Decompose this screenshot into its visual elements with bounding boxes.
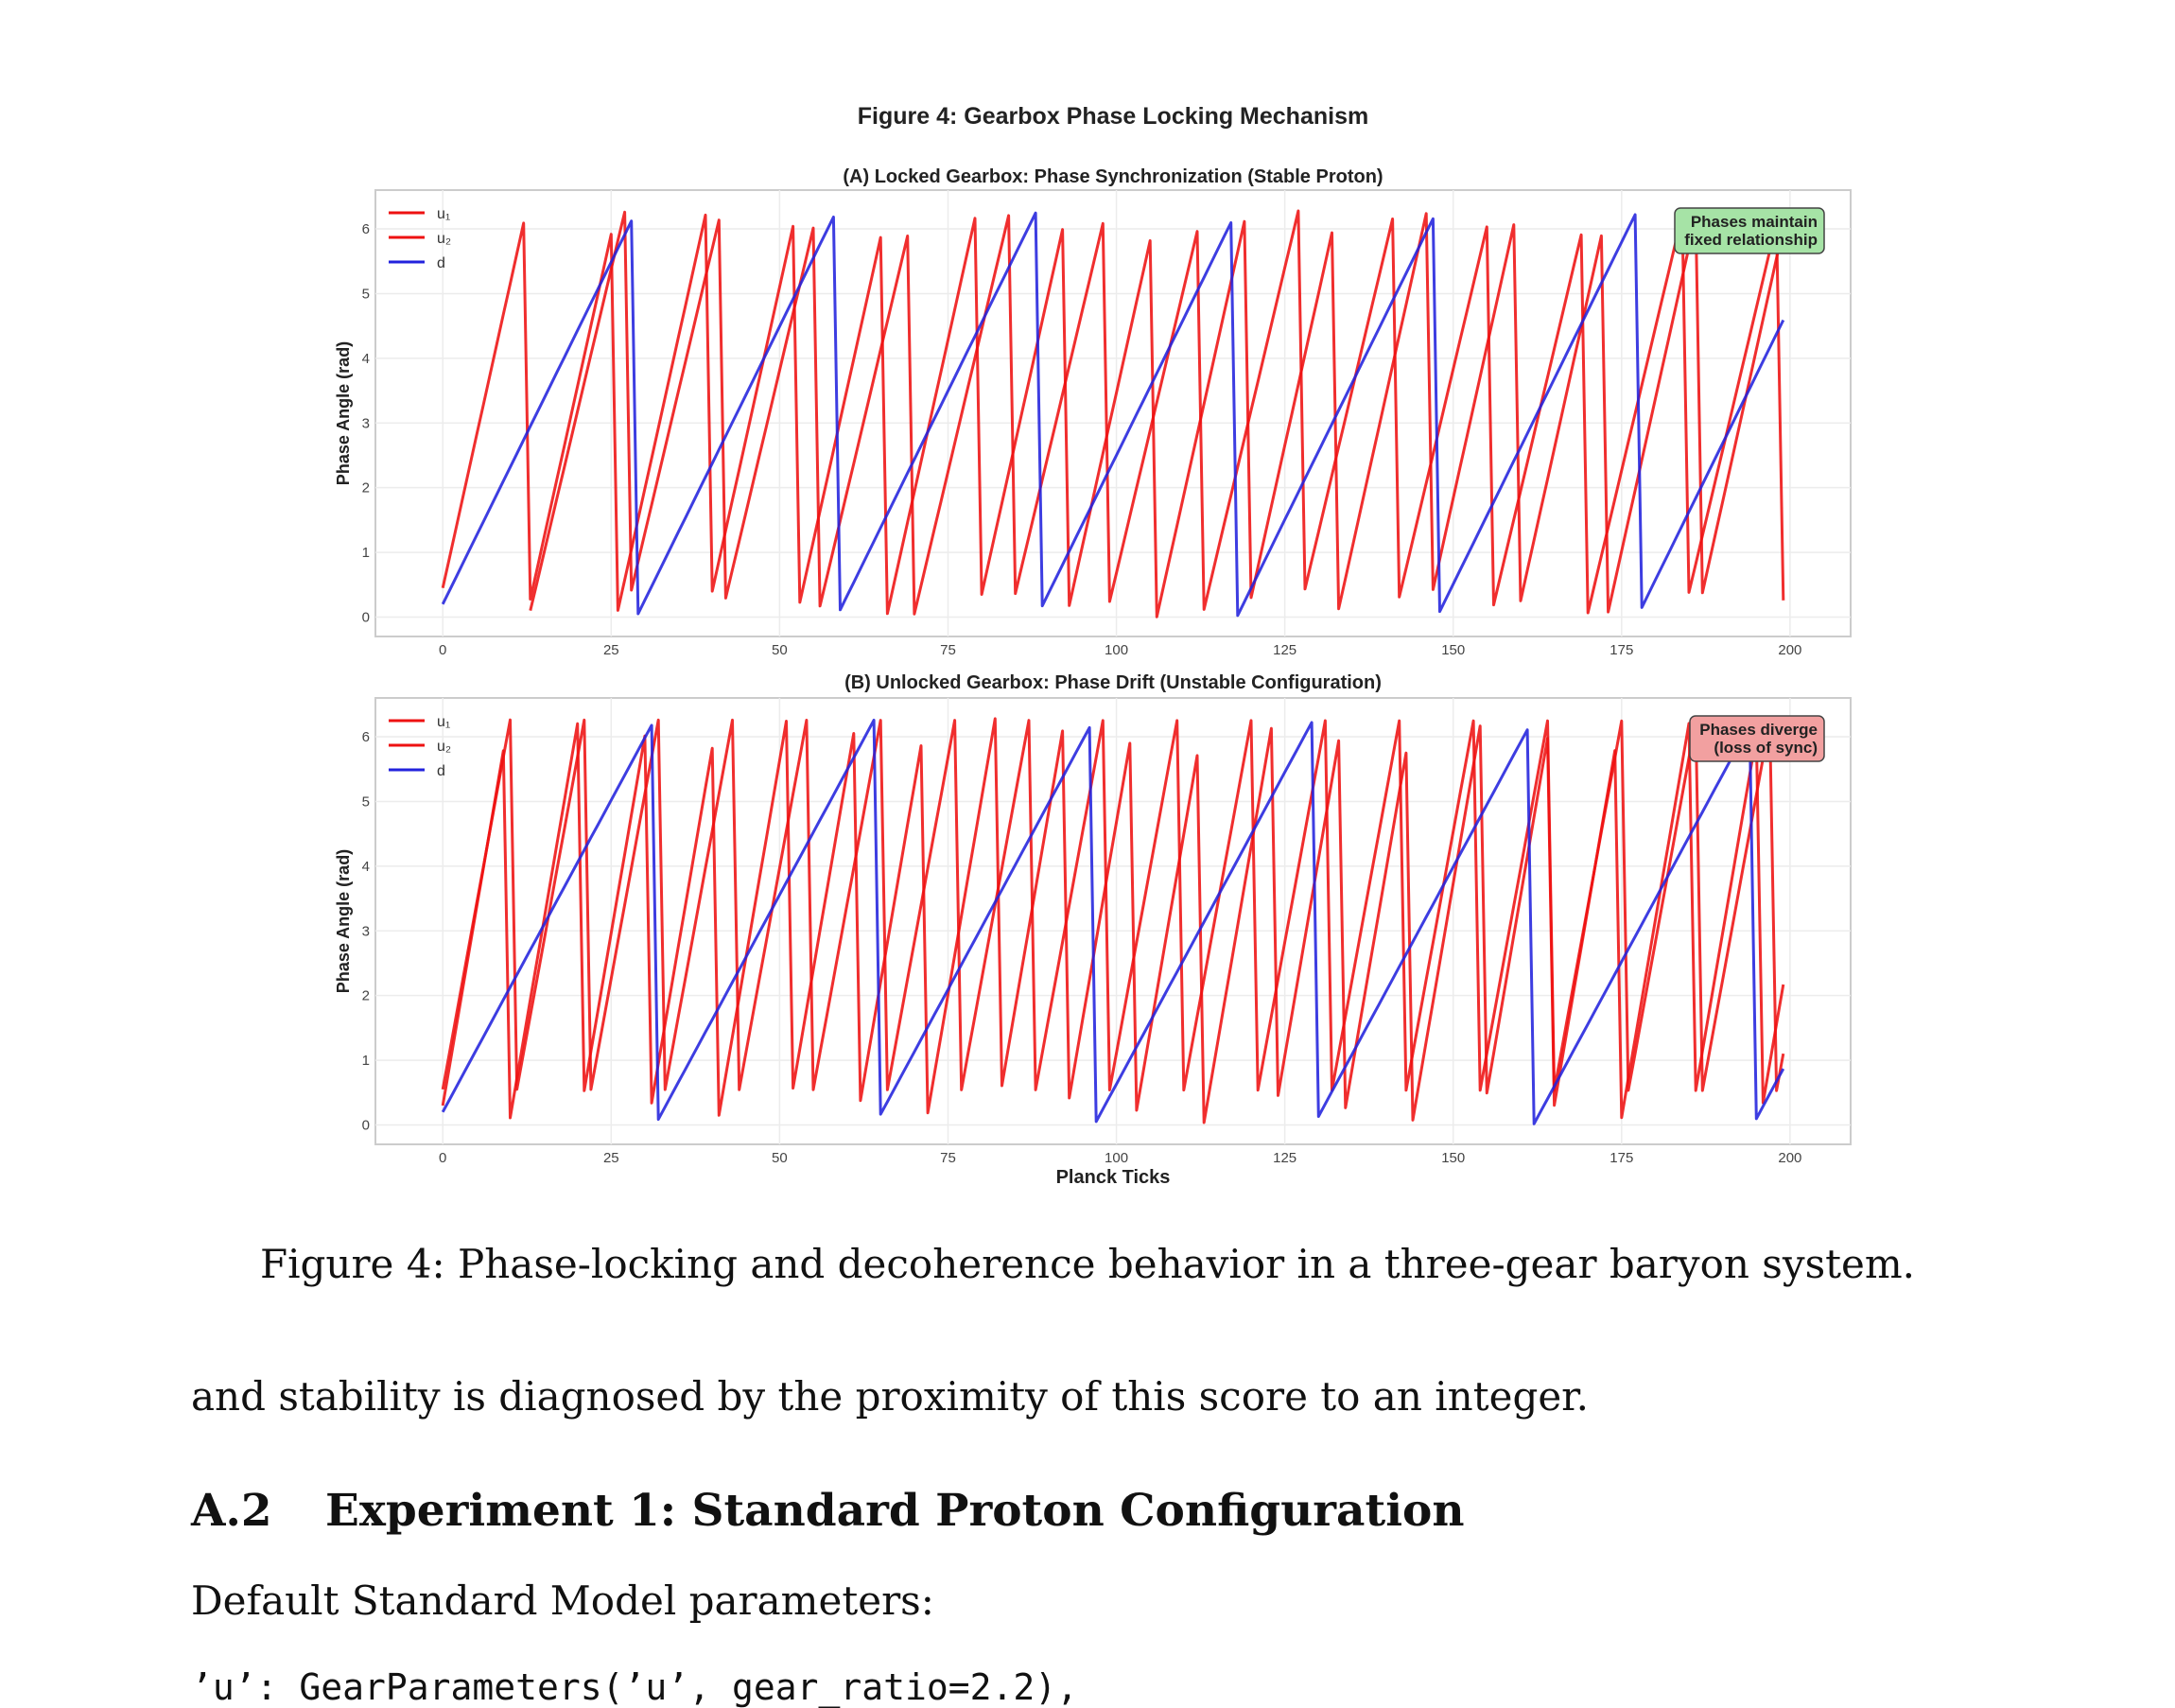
panel-a-title: (A) Locked Gearbox: Phase Synchronizatio… <box>843 166 1383 187</box>
y-tick-label: 2 <box>362 988 370 1004</box>
panel-b-legend: u₁ u₂ d <box>389 714 451 779</box>
legend-u1-label: u₁ <box>437 714 450 730</box>
y-tick-label: 4 <box>362 859 370 875</box>
series-line-u2 <box>529 209 1785 616</box>
panel-a-legend: u₁ u₂ d <box>389 206 451 271</box>
x-tick-label: 75 <box>940 1150 956 1166</box>
x-tick-label: 0 <box>439 1150 446 1166</box>
series-line-u1 <box>441 718 1785 1092</box>
y-tick-label: 6 <box>362 221 370 237</box>
x-tick-label: 75 <box>940 642 956 658</box>
y-tick-label: 1 <box>362 545 370 561</box>
y-tick-label: 3 <box>362 415 370 431</box>
x-tick-label: 50 <box>772 642 788 658</box>
panel-a-annotation-line2: fixed relationship <box>1684 231 1818 249</box>
section-heading: A.2 Experiment 1: Standard Proton Configu… <box>191 1485 1465 1537</box>
series-line-d <box>441 719 1785 1125</box>
x-tick-label: 25 <box>603 1150 619 1166</box>
panel-b-annotation-line2: (loss of sync) <box>1714 739 1818 757</box>
x-tick-label: 125 <box>1273 642 1296 658</box>
x-tick-label: 125 <box>1273 1150 1296 1166</box>
series-line-u1 <box>441 212 1785 619</box>
body-paragraph-2: Default Standard Model parameters: <box>191 1577 934 1624</box>
panel-a-y-label: Phase Angle (rad) <box>334 341 353 485</box>
legend-u2-label: u₂ <box>437 231 451 247</box>
figure-caption: Figure 4: Phase-locking and decoherence … <box>259 1241 1916 1287</box>
y-tick-label: 4 <box>362 351 370 367</box>
section-title: Experiment 1: Standard Proton Configurat… <box>325 1485 1465 1537</box>
y-tick-label: 3 <box>362 923 370 939</box>
panel-a-x-ticks: 0 25 50 75 100 125 150 175 200 <box>439 642 1801 658</box>
x-tick-label: 150 <box>1441 642 1465 658</box>
legend-u1-label: u₁ <box>437 206 450 222</box>
y-tick-label: 0 <box>362 609 370 625</box>
legend-d-label: d <box>437 255 445 271</box>
series-line-u2 <box>441 717 1785 1124</box>
series-line-d <box>441 211 1785 618</box>
panel-a-annotation-line1: Phases maintain <box>1691 213 1818 231</box>
panel-a-annotation-box <box>1674 207 1825 254</box>
panel-a-y-ticks: 0 1 2 3 4 5 6 <box>362 221 370 625</box>
x-tick-label: 200 <box>1778 642 1801 658</box>
body-paragraph: and stability is diagnosed by the proxim… <box>191 1373 1589 1420</box>
panel-b-annotation: Phases diverge (loss of sync) <box>1689 715 1825 762</box>
panel-b-y-ticks: 0 1 2 3 4 5 6 <box>362 729 370 1133</box>
code-line: ’u’: GearParameters(’u’, gear_ratio=2.2)… <box>191 1666 1078 1708</box>
figure-suptitle: Figure 4: Gearbox Phase Locking Mechanis… <box>858 103 1368 130</box>
x-tick-label: 25 <box>603 642 619 658</box>
figure-4: Figure 4: Gearbox Phase Locking Mechanis… <box>334 103 1852 1188</box>
panel-b-annotation-line1: Phases diverge <box>1699 721 1818 739</box>
panel-a: (A) Locked Gearbox: Phase Synchronizatio… <box>334 166 1852 658</box>
legend-u2-label: u₂ <box>437 739 451 755</box>
x-tick-label: 175 <box>1610 1150 1633 1166</box>
y-tick-label: 1 <box>362 1053 370 1069</box>
x-tick-label: 175 <box>1610 642 1633 658</box>
panel-b-x-ticks: 0 25 50 75 100 125 150 175 200 <box>439 1150 1801 1166</box>
panel-b-annotation-box <box>1689 715 1825 762</box>
x-tick-label: 150 <box>1441 1150 1465 1166</box>
y-tick-label: 6 <box>362 729 370 745</box>
panel-b-y-label: Phase Angle (rad) <box>334 849 353 993</box>
panel-a-annotation: Phases maintain fixed relationship <box>1674 207 1825 254</box>
x-tick-label: 100 <box>1105 1150 1128 1166</box>
panel-b: (B) Unlocked Gearbox: Phase Drift (Unsta… <box>334 672 1852 1188</box>
section-number: A.2 <box>191 1485 272 1537</box>
y-tick-label: 0 <box>362 1117 370 1133</box>
x-tick-label: 50 <box>772 1150 788 1166</box>
x-tick-label: 100 <box>1105 642 1128 658</box>
y-tick-label: 5 <box>362 793 370 810</box>
panel-b-x-label: Planck Ticks <box>1056 1167 1171 1188</box>
panel-b-lines <box>441 717 1785 1125</box>
y-tick-label: 2 <box>362 480 370 497</box>
y-tick-label: 5 <box>362 286 370 302</box>
panel-a-lines <box>441 209 1785 619</box>
panel-b-title: (B) Unlocked Gearbox: Phase Drift (Unsta… <box>844 672 1382 693</box>
x-tick-label: 200 <box>1778 1150 1801 1166</box>
legend-d-label: d <box>437 763 445 779</box>
x-tick-label: 0 <box>439 642 446 658</box>
